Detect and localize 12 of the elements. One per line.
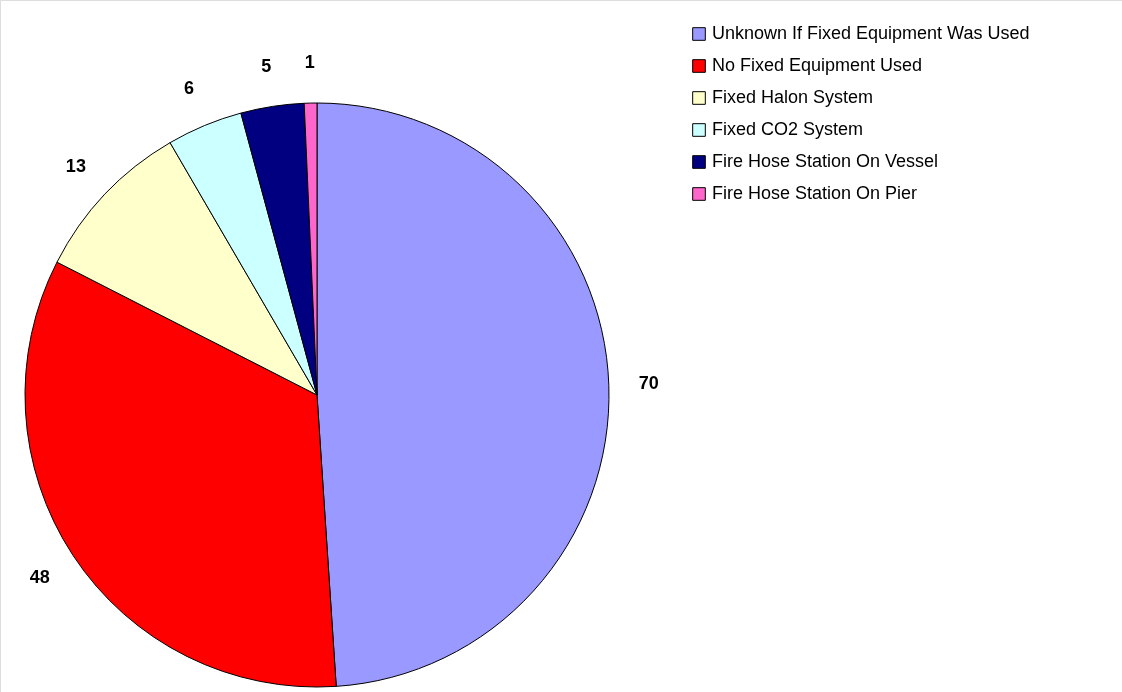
data-label: 5	[261, 55, 272, 76]
legend-label: Fire Hose Station On Pier	[712, 183, 918, 203]
legend-label: Fixed CO2 System	[712, 119, 864, 139]
legend-label: Fixed Halon System	[712, 87, 874, 107]
data-label: 6	[184, 77, 195, 98]
data-label: 48	[29, 566, 50, 587]
legend-label: Unknown If Fixed Equipment Was Used	[712, 23, 1030, 43]
data-label: 1	[304, 52, 315, 73]
legend-label: No Fixed Equipment Used	[712, 55, 923, 75]
legend-label: Fire Hose Station On Vessel	[712, 151, 939, 171]
data-label: 70	[638, 373, 659, 394]
data-label: 13	[65, 155, 86, 176]
